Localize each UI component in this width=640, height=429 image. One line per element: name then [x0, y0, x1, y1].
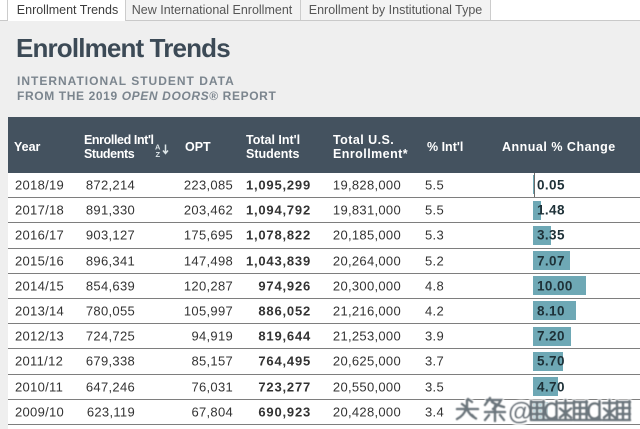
svg-text:@: @ — [508, 398, 532, 426]
svg-text:A: A — [155, 143, 161, 152]
svg-text:Z: Z — [156, 150, 161, 158]
